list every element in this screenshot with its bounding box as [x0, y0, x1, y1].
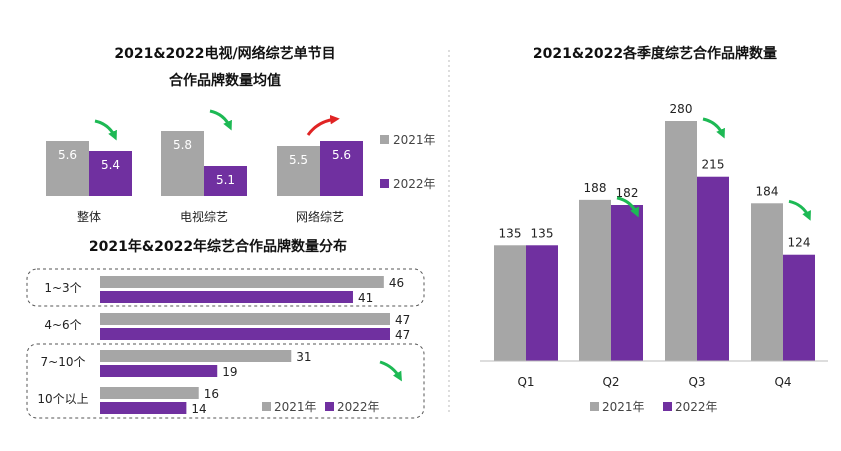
chart3-bar-0-2022	[526, 245, 558, 361]
chart2-value-label-2-2022: 19	[222, 365, 237, 379]
chart3-bar-2-2022	[697, 176, 729, 361]
chart3-title: 2021&2022各季度综艺合作品牌数量	[533, 45, 777, 62]
chart3-legend-2021-label: 2021年	[602, 400, 645, 414]
chart2-title: 2021年&2022年综艺合作品牌数量分布	[89, 238, 347, 255]
chart3-value-label-3-2021: 184	[756, 184, 779, 198]
chart1-legend-2021-swatch	[380, 135, 389, 144]
chart3-legend-2022-label: 2022年	[675, 400, 718, 414]
chart2-category-label-1: 4~6个	[44, 318, 81, 332]
chart2-bar-0-2021	[100, 276, 384, 288]
chart1-trend-arrow-1-icon	[209, 109, 232, 131]
chart2-value-label-2-2021: 31	[296, 350, 311, 364]
chart3-value-label-3-2022: 124	[788, 236, 811, 250]
chart3-bar-3-2022	[783, 254, 815, 361]
chart2-value-label-3-2021: 16	[204, 387, 219, 401]
chart1-bar-1-2022	[204, 166, 247, 196]
chart2-bar-2-2022	[100, 365, 218, 377]
chart1-value-label-1-2022: 5.1	[216, 173, 235, 187]
chart1-trend-arrow-2-icon	[306, 114, 340, 136]
chart1-bar-0-2022	[89, 151, 132, 196]
chart3-bar-3-2021	[751, 203, 783, 361]
chart1-value-label-1-2021: 5.8	[173, 138, 192, 152]
chart3-bar-0-2021	[494, 245, 526, 361]
chart2-value-label-0-2022: 41	[358, 291, 373, 305]
chart3-value-label-2-2022: 215	[702, 158, 725, 172]
chart3-value-label-1-2022: 182	[616, 186, 639, 200]
chart1-bar-0-2021	[46, 141, 89, 196]
chart1-trend-arrow-0-icon	[94, 119, 117, 141]
chart2-value-label-1-2021: 47	[395, 313, 410, 327]
chart1-category-label-2: 网络综艺	[296, 209, 344, 224]
chart3-bar-1-2022	[611, 205, 643, 361]
chart1-bar-1-2021	[161, 131, 204, 196]
chart1-bar-2-2021	[277, 146, 320, 196]
chart1-bar-2-2022	[320, 141, 363, 196]
chart2-category-label-3: 10个以上	[37, 392, 88, 406]
chart3-value-label-1-2021: 188	[584, 181, 607, 195]
chart3-category-label-1: Q2	[602, 375, 619, 389]
chart3-trend-arrow-3-icon	[788, 199, 811, 221]
chart1-value-label-0-2022: 5.4	[101, 158, 120, 172]
group-box-7plus	[26, 343, 425, 419]
chart3-legend-2022-swatch	[663, 402, 672, 411]
chart3-bar-1-2021	[579, 199, 611, 361]
chart3-value-label-0-2022: 135	[531, 226, 554, 240]
chart2-bar-2-2021	[100, 350, 292, 362]
chart2-bar-1-2022	[100, 328, 390, 340]
chart3-category-label-3: Q4	[774, 375, 791, 389]
chart2-bar-0-2022	[100, 291, 353, 303]
chart2-category-label-2: 7~10个	[41, 355, 86, 369]
chart2-value-label-0-2021: 46	[389, 276, 404, 290]
chart1-legend-2021-label: 2021年	[393, 133, 436, 147]
chart2-bar-1-2021	[100, 313, 390, 325]
chart1-legend-2022-label: 2022年	[393, 177, 436, 191]
chart2-bar-3-2022	[100, 402, 187, 414]
chart3-category-label-2: Q3	[688, 375, 705, 389]
chart1-value-label-0-2021: 5.6	[58, 148, 77, 162]
chart1-value-label-2-2022: 5.6	[332, 148, 351, 162]
chart2-down-arrow-icon	[379, 360, 402, 382]
chart2-legend-2021-swatch	[262, 402, 271, 411]
chart3-value-label-0-2021: 135	[499, 226, 522, 240]
chart1-title-line2: 合作品牌数量均值	[169, 72, 281, 89]
chart2-bar-3-2021	[100, 387, 199, 399]
chart1-category-label-1: 电视综艺	[180, 209, 228, 224]
chart3-trend-arrow-2-icon	[702, 117, 725, 139]
chart2-value-label-1-2022: 47	[395, 328, 410, 342]
chart1-category-label-0: 整体	[77, 209, 101, 224]
chart1-title-line1: 2021&2022电视/网络综艺单节目	[114, 45, 335, 62]
group-box-1to3	[26, 268, 425, 307]
chart3-bar-2-2021	[665, 121, 697, 361]
chart2-legend-2022-label: 2022年	[337, 400, 380, 414]
chart1-legend-2022-swatch	[380, 179, 389, 188]
chart3-category-label-0: Q1	[517, 375, 534, 389]
chart2-legend-2021-label: 2021年	[274, 400, 317, 414]
chart2-category-label-0: 1~3个	[44, 281, 81, 295]
chart3-trend-arrow-1-icon	[616, 196, 639, 218]
chart3-legend-2021-swatch	[590, 402, 599, 411]
chart3-value-label-2-2021: 280	[670, 102, 693, 116]
chart1-value-label-2-2021: 5.5	[289, 153, 308, 167]
chart2-legend-2022-swatch	[325, 402, 334, 411]
chart2-value-label-3-2022: 14	[191, 402, 206, 416]
